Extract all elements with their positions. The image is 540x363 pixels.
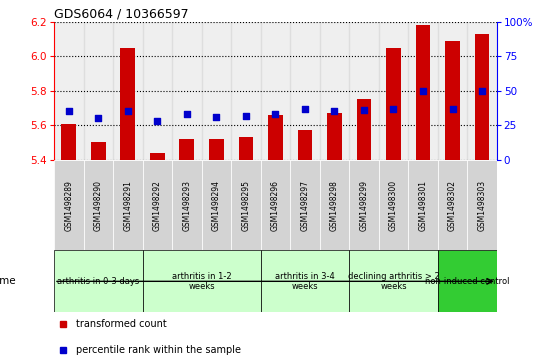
Text: GSM1498302: GSM1498302 xyxy=(448,180,457,231)
Point xyxy=(271,111,280,117)
FancyBboxPatch shape xyxy=(201,160,231,250)
FancyBboxPatch shape xyxy=(320,160,349,250)
FancyBboxPatch shape xyxy=(349,250,438,312)
FancyBboxPatch shape xyxy=(438,160,467,250)
Point xyxy=(330,109,339,114)
Point xyxy=(478,88,487,94)
FancyBboxPatch shape xyxy=(143,250,261,312)
Text: arthritis in 1-2
weeks: arthritis in 1-2 weeks xyxy=(172,272,232,291)
Text: GSM1498297: GSM1498297 xyxy=(300,180,309,231)
FancyBboxPatch shape xyxy=(54,250,143,312)
Text: GDS6064 / 10366597: GDS6064 / 10366597 xyxy=(54,8,188,21)
Bar xyxy=(438,22,467,160)
Bar xyxy=(467,22,497,160)
Text: time: time xyxy=(0,276,16,286)
Text: GSM1498299: GSM1498299 xyxy=(360,180,368,231)
Bar xyxy=(113,22,143,160)
FancyBboxPatch shape xyxy=(231,160,261,250)
Bar xyxy=(356,99,372,160)
FancyBboxPatch shape xyxy=(261,160,290,250)
Point xyxy=(418,88,427,94)
Bar xyxy=(172,22,201,160)
Text: GSM1498290: GSM1498290 xyxy=(94,180,103,231)
Text: arthritis in 0-3 days: arthritis in 0-3 days xyxy=(57,277,139,286)
Text: transformed count: transformed count xyxy=(76,319,167,329)
Bar xyxy=(120,48,135,160)
Bar xyxy=(320,22,349,160)
FancyBboxPatch shape xyxy=(54,160,84,250)
Bar xyxy=(349,22,379,160)
Bar xyxy=(239,137,253,160)
Text: GSM1498296: GSM1498296 xyxy=(271,180,280,231)
Bar xyxy=(231,22,261,160)
FancyBboxPatch shape xyxy=(290,160,320,250)
Text: GSM1498298: GSM1498298 xyxy=(330,180,339,231)
Text: GSM1498292: GSM1498292 xyxy=(153,180,162,231)
Bar xyxy=(298,130,312,160)
Text: GSM1498300: GSM1498300 xyxy=(389,180,398,231)
Text: non-induced control: non-induced control xyxy=(425,277,510,286)
Text: GSM1498295: GSM1498295 xyxy=(241,180,251,231)
Bar xyxy=(408,22,438,160)
FancyBboxPatch shape xyxy=(349,160,379,250)
Point xyxy=(94,115,103,121)
FancyBboxPatch shape xyxy=(467,160,497,250)
Bar xyxy=(209,139,224,160)
Point xyxy=(301,106,309,111)
FancyBboxPatch shape xyxy=(84,160,113,250)
FancyBboxPatch shape xyxy=(379,160,408,250)
Bar xyxy=(91,143,106,160)
Bar xyxy=(54,22,84,160)
Point xyxy=(448,106,457,111)
Text: GSM1498294: GSM1498294 xyxy=(212,180,221,231)
Bar xyxy=(62,123,76,160)
Point xyxy=(183,111,191,117)
Bar xyxy=(416,25,430,160)
Bar xyxy=(445,41,460,160)
Text: arthritis in 3-4
weeks: arthritis in 3-4 weeks xyxy=(275,272,335,291)
Text: GSM1498293: GSM1498293 xyxy=(183,180,191,231)
Bar xyxy=(379,22,408,160)
FancyBboxPatch shape xyxy=(172,160,201,250)
Point xyxy=(389,106,398,111)
Bar xyxy=(327,113,342,160)
Point xyxy=(212,114,221,120)
Bar xyxy=(261,22,290,160)
Bar xyxy=(179,139,194,160)
Point xyxy=(64,109,73,114)
Bar xyxy=(84,22,113,160)
Point xyxy=(360,107,368,113)
Point xyxy=(241,113,250,118)
FancyBboxPatch shape xyxy=(143,160,172,250)
Bar xyxy=(143,22,172,160)
FancyBboxPatch shape xyxy=(438,250,497,312)
Text: GSM1498301: GSM1498301 xyxy=(418,180,428,231)
Bar xyxy=(475,34,489,160)
Point xyxy=(153,118,161,124)
FancyBboxPatch shape xyxy=(408,160,438,250)
Text: GSM1498303: GSM1498303 xyxy=(477,180,487,231)
Bar xyxy=(290,22,320,160)
Text: percentile rank within the sample: percentile rank within the sample xyxy=(76,345,241,355)
Text: GSM1498291: GSM1498291 xyxy=(123,180,132,231)
Bar xyxy=(386,48,401,160)
Text: GSM1498289: GSM1498289 xyxy=(64,180,73,231)
Point xyxy=(124,109,132,114)
FancyBboxPatch shape xyxy=(113,160,143,250)
Bar xyxy=(268,115,283,160)
Bar xyxy=(201,22,231,160)
FancyBboxPatch shape xyxy=(261,250,349,312)
Text: declining arthritis > 2
weeks: declining arthritis > 2 weeks xyxy=(348,272,440,291)
Bar xyxy=(150,153,165,160)
